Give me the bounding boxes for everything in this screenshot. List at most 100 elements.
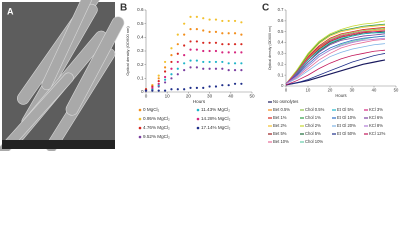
data-point bbox=[183, 69, 186, 72]
legend-label: Bet 2% bbox=[273, 123, 287, 128]
data-point bbox=[189, 15, 192, 18]
data-point bbox=[183, 33, 186, 36]
series-line bbox=[285, 20, 386, 85]
y-tick-label: 0.5 bbox=[278, 29, 284, 34]
data-point bbox=[202, 29, 205, 32]
x-tick-label: 0 bbox=[285, 88, 288, 93]
x-tick-label: 0 bbox=[145, 94, 148, 99]
data-point bbox=[227, 62, 230, 65]
panel-label: B bbox=[120, 3, 127, 14]
y-tick-label: 0.4 bbox=[137, 35, 144, 40]
series-line bbox=[285, 37, 386, 85]
data-point bbox=[240, 43, 243, 46]
x-axis-label: Hours bbox=[193, 99, 206, 104]
x-axis-label: Hours bbox=[335, 93, 346, 98]
y-tick-label: 0.7 bbox=[278, 7, 284, 12]
data-point bbox=[183, 88, 186, 91]
data-point bbox=[202, 41, 205, 44]
data-point bbox=[227, 51, 230, 54]
legend-label: 11.43% MgCl₂ bbox=[201, 107, 230, 112]
legend-label: Bet 5% bbox=[273, 131, 287, 136]
legend-label: KCl 3% bbox=[369, 107, 383, 112]
y-tick-label: 0.2 bbox=[137, 62, 144, 67]
data-point bbox=[183, 54, 186, 57]
legend-label: Et Gl 20% bbox=[337, 123, 356, 128]
legend-marker bbox=[196, 126, 200, 130]
legend-label: 0.95% MgCl₂ bbox=[143, 116, 170, 121]
data-point bbox=[240, 62, 243, 65]
x-tick-label: 30 bbox=[207, 94, 213, 99]
legend-label: Chol 10% bbox=[305, 139, 323, 144]
y-tick-label: 0.3 bbox=[137, 48, 144, 53]
data-point bbox=[233, 69, 237, 72]
data-point bbox=[157, 74, 160, 77]
data-point bbox=[183, 44, 186, 47]
legend-label: Et Gl 10% bbox=[337, 115, 356, 120]
data-point bbox=[233, 19, 237, 23]
series-line bbox=[285, 23, 386, 85]
data-point bbox=[221, 19, 224, 23]
fibers bbox=[0, 0, 125, 151]
legend-label: 4.76% MgCl₂ bbox=[143, 125, 170, 130]
data-point bbox=[221, 43, 224, 46]
y-tick-label: 0.6 bbox=[137, 7, 144, 12]
data-point bbox=[240, 82, 243, 85]
data-point bbox=[208, 49, 211, 53]
data-point bbox=[208, 60, 211, 64]
legend-marker bbox=[138, 135, 142, 139]
data-point bbox=[195, 28, 198, 31]
data-point bbox=[202, 60, 205, 64]
data-point bbox=[240, 21, 243, 24]
data-point bbox=[227, 69, 230, 72]
legend-marker bbox=[138, 108, 142, 112]
data-point bbox=[240, 51, 243, 54]
data-point bbox=[176, 73, 179, 76]
data-point bbox=[208, 30, 211, 33]
data-point bbox=[221, 32, 224, 35]
sem-image: A bbox=[0, 0, 125, 151]
legend-marker bbox=[138, 126, 142, 130]
data-point bbox=[170, 88, 173, 91]
data-point bbox=[208, 67, 211, 70]
legend-label: Et Gl 50% bbox=[337, 131, 356, 136]
data-point bbox=[176, 52, 179, 55]
legend-label: 9.52% MgCl₂ bbox=[143, 134, 170, 139]
x-tick-label: 40 bbox=[372, 88, 377, 93]
data-point bbox=[189, 48, 192, 51]
data-point bbox=[227, 32, 230, 35]
data-point bbox=[163, 75, 167, 79]
data-point bbox=[163, 89, 167, 92]
data-point bbox=[170, 54, 173, 57]
series-line bbox=[285, 53, 386, 86]
series-line bbox=[285, 38, 386, 85]
legend-label: Bet 10% bbox=[273, 139, 289, 144]
x-tick-label: 10 bbox=[165, 94, 171, 99]
data-point bbox=[163, 70, 167, 73]
data-point bbox=[170, 73, 173, 76]
data-point bbox=[195, 59, 198, 62]
y-tick-label: 0.4 bbox=[278, 40, 284, 45]
data-point bbox=[151, 86, 154, 89]
data-point bbox=[151, 89, 154, 92]
data-point bbox=[233, 32, 237, 35]
legend-label: KCl 12% bbox=[369, 131, 386, 136]
series-line bbox=[285, 32, 385, 85]
data-point bbox=[163, 66, 167, 69]
info-bar bbox=[2, 140, 115, 149]
data-point bbox=[214, 67, 218, 70]
legend-label: Chol 2% bbox=[305, 123, 321, 128]
y-tick-label: 0 bbox=[141, 89, 144, 94]
data-point bbox=[240, 69, 243, 72]
data-point bbox=[157, 77, 160, 80]
data-point bbox=[227, 19, 230, 23]
legend-marker bbox=[138, 117, 142, 121]
data-point bbox=[208, 85, 211, 88]
x-tick-label: 50 bbox=[249, 94, 255, 99]
legend-label: Bet 0.5% bbox=[273, 107, 290, 112]
data-point bbox=[183, 62, 186, 65]
data-point bbox=[170, 60, 173, 64]
data-point bbox=[221, 60, 224, 64]
legend-label: No osmolytes bbox=[273, 99, 298, 104]
data-point bbox=[189, 66, 192, 69]
data-point bbox=[163, 60, 167, 64]
